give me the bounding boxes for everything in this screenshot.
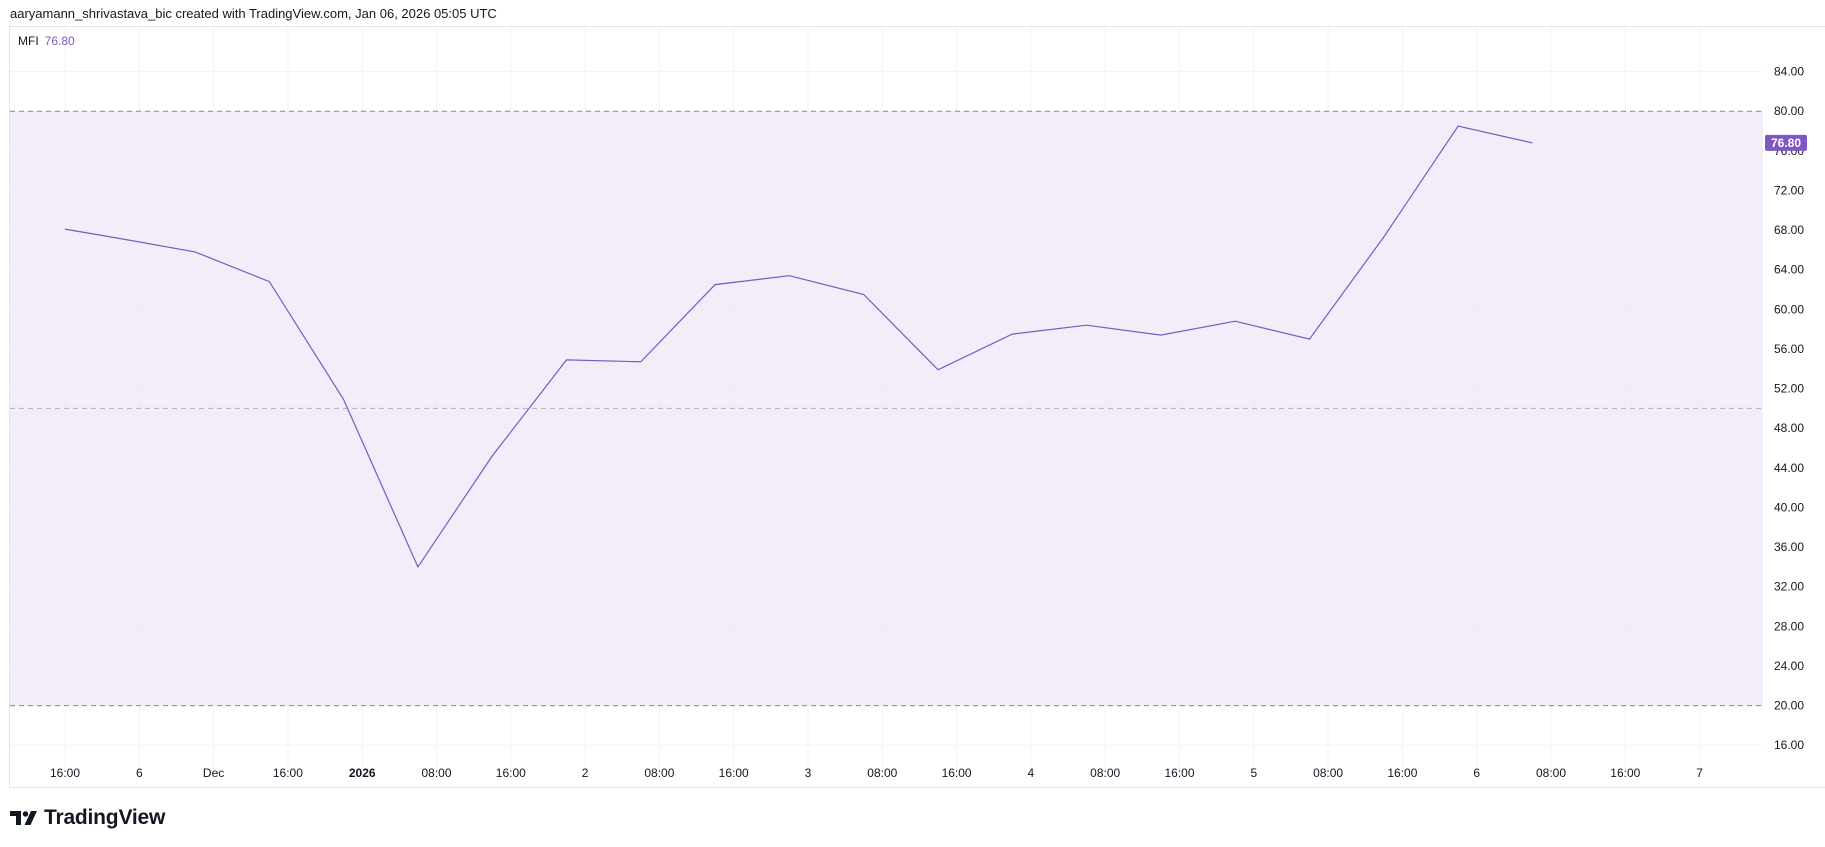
y-tick-label: 72.00 — [1774, 183, 1804, 197]
last-value-badge: 76.80 — [1765, 134, 1807, 151]
footer-brand: TradingView — [10, 806, 165, 830]
tradingview-logo-icon — [10, 811, 37, 825]
x-tick-label: 7 — [1696, 766, 1703, 780]
brand-name: TradingView — [44, 806, 166, 829]
y-tick-label: 56.00 — [1774, 342, 1804, 356]
y-tick-label: 24.00 — [1774, 659, 1804, 673]
x-tick-label: 2026 — [349, 766, 376, 780]
x-tick-label: 16:00 — [1610, 766, 1640, 780]
x-tick-label: 16:00 — [942, 766, 972, 780]
indicator-legend[interactable]: MFI 76.80 — [18, 34, 75, 48]
x-tick-label: 16:00 — [1164, 766, 1194, 780]
mfi-series — [64, 125, 1533, 569]
x-tick-label: 2 — [582, 766, 589, 780]
y-tick-label: 28.00 — [1774, 619, 1804, 633]
y-tick-label: 68.00 — [1774, 223, 1804, 237]
mfi-line — [64, 125, 1533, 569]
x-tick-label: 16:00 — [273, 766, 303, 780]
indicator-value: 76.80 — [44, 34, 75, 48]
x-tick-label: 4 — [1028, 766, 1035, 780]
x-tick-label: 08:00 — [1313, 766, 1343, 780]
attribution-header: aaryamann_shrivastava_bic created with T… — [10, 6, 497, 21]
y-tick-label: 32.00 — [1774, 580, 1804, 594]
x-tick-label: 16:00 — [1387, 766, 1417, 780]
time-axis: 16:00 6 Dec 16:00 2026 08:00 16:00 2 08:00 16:00 3… — [50, 766, 1703, 780]
x-tick-label: 08:00 — [1536, 766, 1566, 780]
x-tick-label: 16:00 — [719, 766, 749, 780]
y-tick-label: 40.00 — [1774, 500, 1804, 514]
y-tick-label: 64.00 — [1774, 263, 1804, 277]
price-axis: 84.0080.0076.0072.0068.0064.0060.0056.00… — [1774, 65, 1804, 753]
y-tick-label: 52.00 — [1774, 382, 1804, 396]
x-tick-label: 08:00 — [867, 766, 897, 780]
x-tick-label: 3 — [805, 766, 812, 780]
x-tick-label: 6 — [136, 766, 143, 780]
y-tick-label: 84.00 — [1774, 65, 1804, 79]
x-tick-label: 08:00 — [1090, 766, 1120, 780]
x-tick-label: 5 — [1250, 766, 1257, 780]
x-tick-label: 6 — [1473, 766, 1480, 780]
x-tick-label: 08:00 — [644, 766, 674, 780]
mfi-chart[interactable]: 84.0080.0076.0072.0068.0064.0060.0056.00… — [0, 0, 1825, 800]
y-tick-label: 16.00 — [1774, 738, 1804, 752]
badge-background — [1765, 134, 1807, 151]
band-lines — [10, 110, 1763, 707]
y-tick-label: 20.00 — [1774, 699, 1804, 713]
x-tick-label: 16:00 — [496, 766, 526, 780]
x-tick-label: Dec — [203, 766, 224, 780]
indicator-name: MFI — [18, 34, 39, 48]
x-tick-label: 16:00 — [50, 766, 80, 780]
y-tick-label: 60.00 — [1774, 302, 1804, 316]
chart-pane[interactable] — [9, 26, 1825, 788]
x-tick-label: 08:00 — [421, 766, 451, 780]
y-tick-label: 80.00 — [1774, 104, 1804, 118]
y-tick-label: 44.00 — [1774, 461, 1804, 475]
y-tick-label: 48.00 — [1774, 421, 1804, 435]
y-tick-label: 36.00 — [1774, 540, 1804, 554]
badge-value: 76.80 — [1771, 136, 1801, 150]
